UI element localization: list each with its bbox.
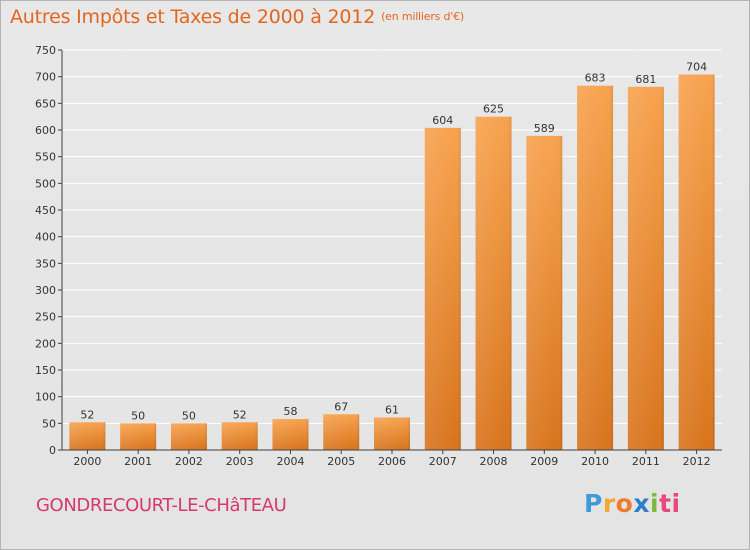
chart-title: Autres Impôts et Taxes de 2000 à 2012 (en… bbox=[10, 6, 464, 28]
y-tick-label: 0 bbox=[49, 444, 56, 457]
bar-shade-2001 bbox=[120, 423, 157, 450]
value-label-2012: 704 bbox=[686, 61, 707, 74]
y-tick-label: 100 bbox=[35, 391, 56, 404]
bar-shade-2002 bbox=[170, 423, 207, 450]
y-tick-label: 500 bbox=[35, 177, 56, 190]
y-tick-label: 450 bbox=[35, 204, 56, 217]
axes bbox=[58, 49, 722, 454]
x-tick-label-2010: 2010 bbox=[581, 455, 609, 468]
y-tick-label: 300 bbox=[35, 284, 56, 297]
x-tick-label-2002: 2002 bbox=[175, 455, 203, 468]
y-tick-label: 400 bbox=[35, 231, 56, 244]
x-tick-label-2005: 2005 bbox=[327, 455, 355, 468]
location-name: GONDRECOURT-LE-CHâTEAU bbox=[36, 495, 287, 516]
y-tick-label: 550 bbox=[35, 151, 56, 164]
value-label-2009: 589 bbox=[534, 122, 555, 135]
value-label-2007: 604 bbox=[432, 114, 453, 127]
bar-shade-2003 bbox=[221, 422, 258, 450]
bar-shade-2000 bbox=[69, 422, 106, 450]
x-tick-label-2008: 2008 bbox=[480, 455, 508, 468]
bar-shade-2006 bbox=[374, 417, 410, 450]
brand-logo: Proxiti bbox=[584, 489, 681, 518]
y-tick-label: 50 bbox=[42, 417, 56, 430]
bar-shade-2010 bbox=[577, 85, 614, 450]
value-label-2000: 52 bbox=[80, 408, 94, 421]
bar-shade-2005 bbox=[323, 414, 360, 450]
value-label-2004: 58 bbox=[283, 405, 297, 418]
x-tick-label-2000: 2000 bbox=[73, 455, 101, 468]
y-tick-label: 750 bbox=[35, 44, 56, 57]
bars bbox=[69, 74, 715, 451]
x-tick-label-2003: 2003 bbox=[226, 455, 254, 468]
y-tick-label: 600 bbox=[35, 124, 56, 137]
y-tick-label: 250 bbox=[35, 311, 56, 324]
value-label-2006: 61 bbox=[385, 403, 399, 416]
bar-shade-2012 bbox=[678, 74, 715, 451]
y-tick-label: 150 bbox=[35, 364, 56, 377]
value-label-2011: 681 bbox=[635, 73, 656, 86]
chart-title-text: Autres Impôts et Taxes de 2000 à 2012 bbox=[10, 6, 376, 28]
value-label-2001: 50 bbox=[131, 409, 145, 422]
x-tick-label-2007: 2007 bbox=[429, 455, 457, 468]
y-tick-label: 350 bbox=[35, 257, 56, 270]
x-tick-label-2004: 2004 bbox=[276, 455, 304, 468]
bar-shade-2004 bbox=[272, 419, 309, 450]
y-tick-label: 200 bbox=[35, 337, 56, 350]
value-label-2005: 67 bbox=[334, 400, 348, 413]
value-label-2002: 50 bbox=[182, 409, 196, 422]
x-tick-label-2006: 2006 bbox=[378, 455, 406, 468]
chart-unit: (en milliers d'€) bbox=[381, 10, 464, 23]
x-tick-label-2009: 2009 bbox=[530, 455, 558, 468]
y-tick-label: 700 bbox=[35, 71, 56, 84]
x-tick-label-2011: 2011 bbox=[632, 455, 660, 468]
y-tick-label: 650 bbox=[35, 97, 56, 110]
value-label-2010: 683 bbox=[585, 72, 606, 85]
bar-shade-2007 bbox=[424, 127, 461, 450]
bar-shade-2011 bbox=[627, 86, 664, 451]
bar-shade-2008 bbox=[475, 116, 512, 451]
value-label-2003: 52 bbox=[233, 408, 247, 421]
bar-shade-2009 bbox=[526, 135, 563, 450]
value-label-2008: 625 bbox=[483, 103, 504, 116]
gridlines bbox=[62, 49, 722, 424]
x-tick-label-2001: 2001 bbox=[124, 455, 152, 468]
labels: 0501001502002503003504004505005506006507… bbox=[35, 44, 711, 468]
x-tick-label-2012: 2012 bbox=[683, 455, 711, 468]
